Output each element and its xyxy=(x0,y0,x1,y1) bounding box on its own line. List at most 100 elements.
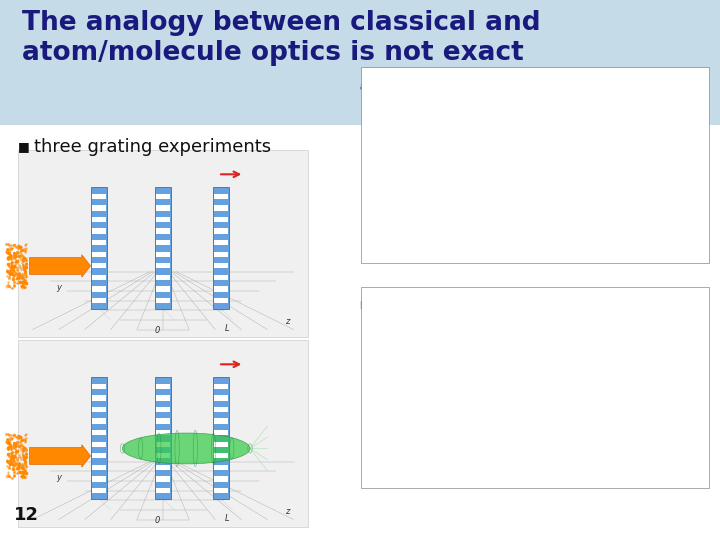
Bar xyxy=(214,418,228,424)
Point xyxy=(552,411,564,420)
Text: L: L xyxy=(225,324,229,333)
Bar xyxy=(92,194,106,199)
Bar xyxy=(214,395,228,401)
Bar xyxy=(214,465,228,470)
Point xyxy=(666,363,678,372)
Point xyxy=(430,165,441,174)
Bar xyxy=(214,228,228,234)
Point xyxy=(482,122,494,131)
Point xyxy=(570,329,581,338)
Bar xyxy=(92,395,106,401)
Point xyxy=(631,173,642,182)
Point xyxy=(448,112,459,120)
Point xyxy=(561,151,572,159)
Bar xyxy=(18,150,308,337)
Bar xyxy=(92,442,106,447)
Point xyxy=(465,407,477,416)
Bar xyxy=(92,488,106,493)
Ellipse shape xyxy=(526,408,539,418)
Text: atom/molecule optics is not exact: atom/molecule optics is not exact xyxy=(22,40,523,66)
Bar xyxy=(92,384,106,389)
Text: y: y xyxy=(56,283,61,292)
Point xyxy=(657,328,669,336)
Ellipse shape xyxy=(544,408,555,418)
Bar xyxy=(155,187,171,309)
Ellipse shape xyxy=(407,408,419,418)
Bar xyxy=(214,442,228,447)
Point xyxy=(579,128,590,137)
Text: three grating experiments: three grating experiments xyxy=(34,138,271,156)
Bar xyxy=(156,453,170,458)
Y-axis label: Counts per 3 s: Counts per 3 s xyxy=(372,362,377,408)
Point xyxy=(413,365,424,374)
Bar xyxy=(92,228,106,234)
Bar xyxy=(92,252,106,257)
Text: $32\,\AA$: $32\,\AA$ xyxy=(543,429,556,438)
Bar xyxy=(92,418,106,424)
Text: b: b xyxy=(359,301,366,312)
Bar xyxy=(214,430,228,435)
Text: z: z xyxy=(286,317,290,326)
Point xyxy=(535,343,546,352)
Point xyxy=(579,349,590,358)
Point xyxy=(421,403,433,411)
FancyArrow shape xyxy=(30,255,91,277)
Point xyxy=(518,157,529,166)
Ellipse shape xyxy=(577,408,590,418)
Bar xyxy=(156,476,170,482)
Text: The analogy between classical and: The analogy between classical and xyxy=(22,10,541,36)
FancyArrow shape xyxy=(163,499,175,510)
Bar xyxy=(213,187,229,309)
Bar xyxy=(92,240,106,245)
FancyArrow shape xyxy=(99,309,111,320)
Point xyxy=(430,388,441,397)
Text: $C_{60}$: $C_{60}$ xyxy=(450,170,461,179)
Point xyxy=(448,333,459,341)
FancyArrow shape xyxy=(221,309,233,320)
Bar xyxy=(214,476,228,482)
Bar xyxy=(92,430,106,435)
X-axis label: Position of third grating (nm): Position of third grating (nm) xyxy=(504,256,595,261)
Ellipse shape xyxy=(663,408,675,418)
Bar xyxy=(156,217,170,222)
Point xyxy=(692,129,703,138)
Point xyxy=(675,179,686,188)
X-axis label: Position of third grating (nm): Position of third grating (nm) xyxy=(504,482,595,487)
Ellipse shape xyxy=(122,433,250,464)
Bar xyxy=(92,465,106,470)
Ellipse shape xyxy=(509,408,521,418)
Point xyxy=(474,161,485,170)
Bar xyxy=(92,263,106,268)
Point xyxy=(639,406,651,415)
Point xyxy=(692,351,703,360)
Bar xyxy=(156,240,170,245)
Bar xyxy=(92,453,106,458)
Bar xyxy=(214,252,228,257)
Bar xyxy=(91,187,107,309)
Point xyxy=(500,163,511,171)
Point xyxy=(613,334,625,343)
Point xyxy=(456,150,468,159)
Text: $C_{30}H_{12}F_{30}N_2O_4$: $C_{30}H_{12}F_{30}N_2O_4$ xyxy=(588,424,629,434)
Bar xyxy=(214,205,228,211)
Bar xyxy=(156,263,170,268)
Point xyxy=(395,348,407,357)
Point xyxy=(439,345,451,354)
Text: y: y xyxy=(56,473,61,482)
FancyBboxPatch shape xyxy=(523,161,689,232)
Ellipse shape xyxy=(492,408,504,418)
FancyArrow shape xyxy=(221,499,233,510)
Point xyxy=(509,183,521,191)
Bar xyxy=(213,377,229,499)
Bar xyxy=(156,228,170,234)
Point xyxy=(588,173,599,181)
Bar xyxy=(214,194,228,199)
Point xyxy=(683,174,695,183)
Text: 0: 0 xyxy=(155,326,160,335)
Point xyxy=(649,134,660,143)
Point xyxy=(631,396,642,405)
Point xyxy=(413,143,424,151)
Point xyxy=(649,355,660,364)
Text: z: z xyxy=(286,507,290,516)
Point xyxy=(439,124,451,132)
